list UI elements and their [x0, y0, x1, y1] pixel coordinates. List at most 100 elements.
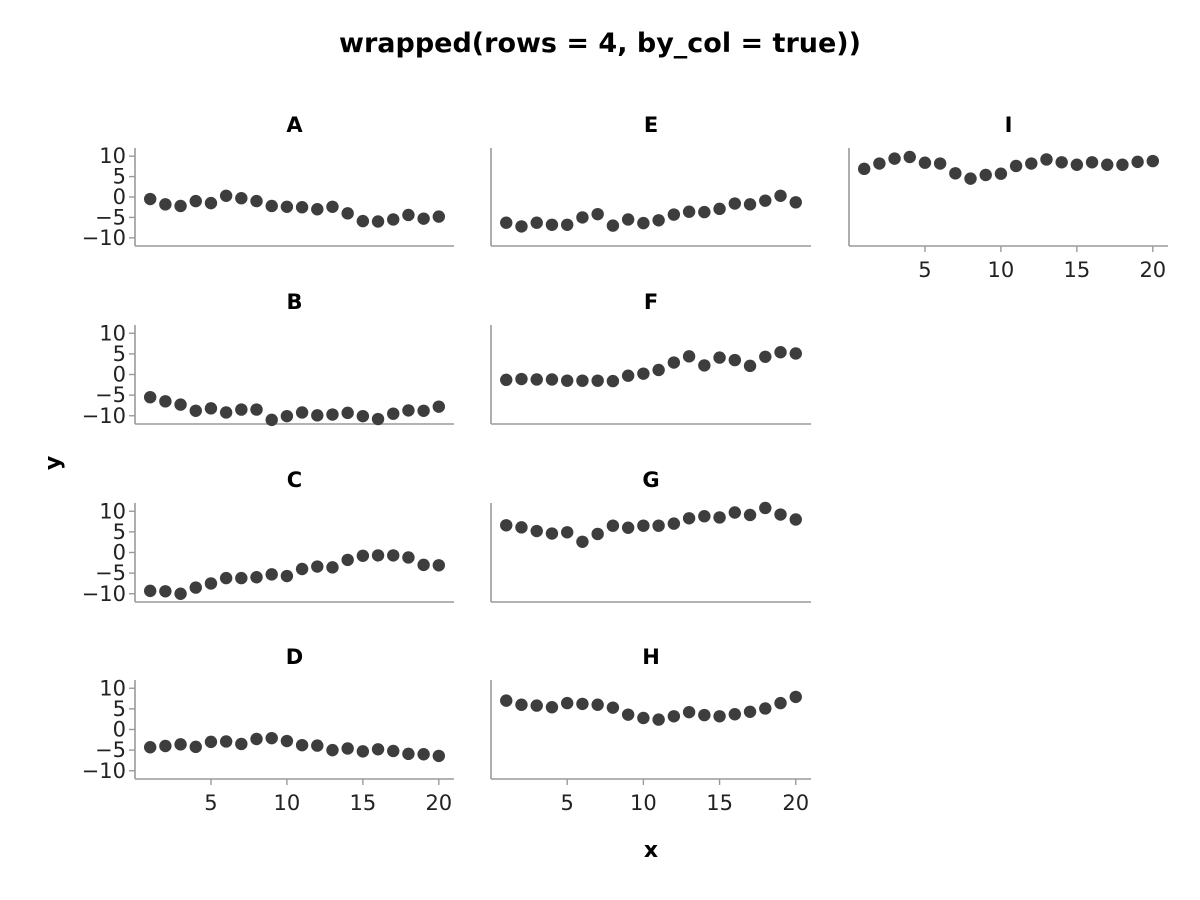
- y-tick-label: −10: [82, 404, 126, 428]
- data-point: [637, 216, 650, 230]
- data-point: [545, 527, 559, 540]
- data-point: [500, 216, 513, 229]
- data-point: [774, 189, 787, 202]
- y-tick-label: −5: [95, 383, 126, 407]
- data-point: [280, 734, 294, 748]
- data-point: [189, 740, 202, 754]
- data-point: [432, 749, 446, 763]
- data-point: [432, 210, 446, 223]
- data-point: [560, 374, 574, 387]
- data-point: [295, 738, 309, 752]
- data-point: [174, 587, 187, 600]
- data-point: [250, 403, 263, 416]
- x-tick-label: 20: [782, 791, 809, 815]
- data-point: [698, 510, 711, 523]
- data-point: [637, 711, 650, 725]
- data-point: [1085, 156, 1099, 169]
- data-point: [530, 373, 543, 386]
- data-point: [545, 373, 559, 386]
- data-point: [235, 403, 248, 416]
- data-point: [652, 363, 665, 377]
- data-point: [621, 708, 635, 721]
- data-point: [417, 404, 430, 417]
- data-point: [515, 220, 528, 233]
- data-point: [402, 208, 415, 222]
- data-point: [326, 408, 339, 421]
- data-point: [667, 356, 681, 369]
- data-point: [235, 737, 248, 751]
- data-point: [371, 743, 385, 756]
- data-point: [667, 208, 681, 221]
- data-point: [728, 353, 742, 367]
- data-point: [606, 701, 620, 714]
- data-point: [759, 350, 772, 363]
- data-point: [371, 215, 385, 228]
- data-point: [652, 713, 665, 726]
- data-point: [743, 359, 757, 373]
- data-point: [235, 192, 248, 205]
- data-point: [560, 526, 574, 539]
- x-tick-label: 20: [425, 791, 452, 815]
- data-point: [682, 705, 696, 719]
- panel-H: H 5 10 15 20: [490, 645, 811, 815]
- data-point: [402, 747, 415, 761]
- data-point: [591, 527, 604, 541]
- y-tick-label: 5: [113, 165, 126, 189]
- data-point: [682, 350, 696, 363]
- y-tick-label: 5: [113, 342, 126, 366]
- data-point: [250, 571, 263, 584]
- data-point: [637, 519, 650, 532]
- y-tick-label: −10: [82, 582, 126, 606]
- data-point: [545, 218, 559, 231]
- data-point: [204, 196, 218, 210]
- data-point: [387, 744, 400, 758]
- data-point: [621, 521, 635, 534]
- data-point: [743, 705, 757, 718]
- data-point: [417, 748, 430, 761]
- data-point: [918, 156, 932, 169]
- data-point: [1040, 153, 1053, 166]
- panel-title-F: F: [644, 290, 658, 314]
- data-point: [530, 216, 543, 229]
- x-tick-label: 15: [706, 791, 733, 815]
- data-point: [621, 369, 635, 382]
- panel-title-H: H: [642, 645, 660, 669]
- data-point: [743, 508, 757, 522]
- x-tick-label: 20: [1139, 258, 1166, 282]
- data-point: [713, 511, 726, 524]
- data-point: [387, 407, 400, 420]
- data-point: [500, 373, 513, 387]
- panel-title-C: C: [287, 468, 302, 492]
- data-point: [417, 212, 430, 225]
- data-point: [204, 402, 218, 415]
- panel-title-A: A: [286, 113, 303, 137]
- data-point: [371, 549, 385, 562]
- y-tick-label: −5: [95, 738, 126, 762]
- data-point: [1146, 154, 1160, 168]
- data-point: [728, 197, 742, 210]
- data-point: [265, 568, 278, 581]
- y-tick-label: 10: [99, 499, 126, 523]
- data-point: [204, 577, 218, 590]
- data-point: [295, 562, 309, 576]
- data-point: [326, 561, 339, 574]
- y-tick-label: −5: [95, 205, 126, 229]
- data-point: [667, 517, 681, 530]
- data-point: [311, 739, 324, 752]
- data-point: [743, 198, 757, 211]
- data-point: [667, 710, 681, 723]
- data-point: [1070, 158, 1084, 171]
- data-point: [789, 513, 802, 526]
- y-tick-label: 10: [99, 676, 126, 700]
- data-point: [402, 551, 415, 564]
- data-point: [903, 150, 916, 164]
- data-point: [143, 192, 157, 206]
- data-point: [387, 213, 400, 226]
- data-point: [857, 162, 871, 176]
- data-point: [159, 395, 172, 408]
- y-tick-label: 0: [113, 541, 126, 565]
- data-point: [402, 404, 415, 417]
- data-point: [143, 584, 157, 598]
